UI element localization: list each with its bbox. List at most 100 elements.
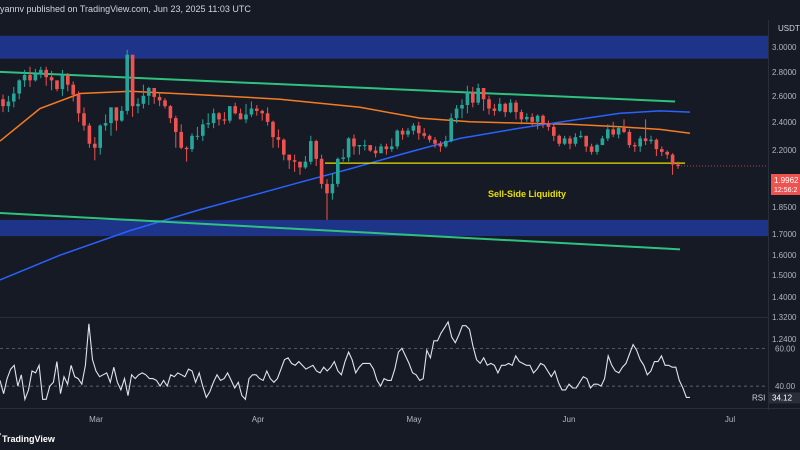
candle (228, 106, 232, 124)
rsi-tick-40: 40.00 (775, 382, 796, 391)
candle (676, 161, 680, 169)
supply-zone (0, 35, 768, 59)
candle (298, 161, 302, 175)
candle (525, 113, 529, 122)
rsi-value-badge (769, 392, 800, 404)
candle (541, 114, 545, 129)
candle (12, 86, 16, 108)
candle (33, 68, 38, 82)
candle (422, 128, 426, 139)
rsi-value-label: 34.12 (772, 393, 793, 402)
candle (492, 103, 497, 116)
x-tick-label: Apr (252, 415, 265, 424)
candle (330, 173, 335, 200)
y-tick-label: 1.2400 (772, 335, 797, 344)
candle (557, 134, 561, 147)
candle (93, 137, 97, 161)
candle (465, 85, 470, 114)
candle (222, 112, 227, 125)
candle (476, 83, 480, 105)
candle (379, 143, 383, 154)
candle (406, 128, 410, 138)
candle (665, 150, 669, 159)
candle (535, 114, 540, 130)
y-tick-label: 2.8000 (772, 68, 797, 77)
y-tick-label: 1.8500 (772, 203, 797, 212)
y-tick-label: 1.5000 (772, 271, 797, 280)
lower-trendline (0, 212, 681, 251)
candle (130, 54, 135, 117)
candle (314, 139, 318, 166)
candle (384, 143, 389, 155)
candle (39, 66, 43, 79)
candle (163, 98, 167, 109)
candle (141, 84, 146, 109)
candle (438, 141, 443, 152)
candle (341, 149, 345, 162)
candle (579, 130, 583, 139)
candle (211, 108, 216, 129)
y-tick-label: 1.3200 (772, 313, 797, 322)
candle (346, 137, 351, 162)
candle (595, 143, 599, 155)
moving-average-blue (0, 110, 691, 281)
candle (503, 102, 507, 117)
candle (238, 108, 243, 120)
candle (460, 99, 464, 119)
candle (233, 102, 237, 115)
candle (206, 113, 210, 129)
price-badge-background (771, 174, 800, 195)
candle (481, 87, 486, 111)
candle (498, 98, 502, 113)
candle (508, 99, 513, 114)
countdown-label: 12:56:2 (774, 187, 797, 194)
candle (649, 135, 653, 144)
candle (28, 66, 32, 87)
candle (179, 124, 183, 150)
candle (174, 115, 178, 148)
candle (184, 146, 189, 162)
candle (357, 145, 362, 155)
rsi-line (0, 320, 690, 402)
candle (411, 123, 416, 135)
tradingview-brand: ᪲ TradingView (0, 432, 56, 444)
candle (611, 121, 615, 138)
candle (1, 94, 5, 113)
candle (217, 112, 221, 126)
candle (265, 107, 270, 126)
tradingview-brand-label: TradingView (2, 434, 56, 444)
candle (82, 107, 86, 131)
candle (136, 98, 140, 114)
x-tick-label: May (406, 415, 421, 424)
candle (60, 69, 65, 96)
candle (76, 91, 81, 122)
candle (22, 69, 27, 87)
candle (444, 135, 448, 148)
candle (309, 135, 313, 165)
candle (363, 139, 367, 151)
candle (168, 104, 173, 124)
candle (98, 124, 102, 155)
candle (606, 124, 610, 142)
candle (292, 154, 297, 172)
candle (670, 153, 675, 175)
sell-side-liquidity-annotation: Sell-Side Liquidity (488, 189, 566, 199)
candle (260, 109, 264, 121)
y-tick-label: 2.4000 (772, 118, 797, 127)
candle (562, 135, 567, 146)
y-tick-label: 2.2000 (772, 146, 797, 155)
y-tick-label: 3.0000 (772, 43, 797, 52)
candle (125, 49, 129, 115)
x-tick-label: Mar (89, 415, 103, 424)
candle (109, 107, 113, 136)
current-price-label: 1.9962 (774, 176, 799, 185)
candle (157, 92, 162, 107)
candle (660, 146, 664, 157)
candle (654, 138, 659, 157)
candle (433, 137, 437, 148)
candle (17, 79, 21, 100)
y-tick-label: 1.7000 (772, 230, 797, 239)
candle (287, 154, 291, 169)
candle (201, 119, 205, 142)
